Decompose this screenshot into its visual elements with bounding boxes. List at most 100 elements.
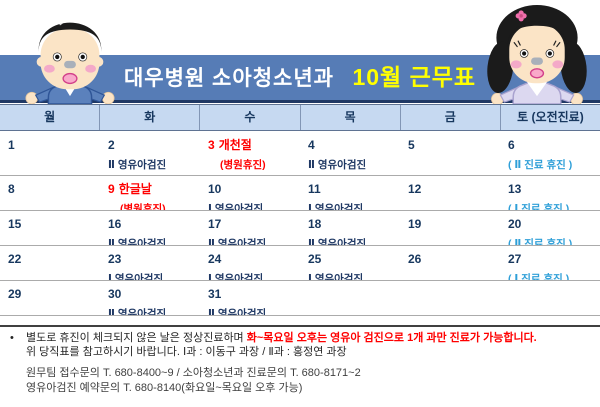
day-note-checkup: Ⅰ 영유아검진	[208, 273, 264, 280]
day-note-closed: ( Ⅰ 진료 휴진 )	[508, 273, 570, 280]
day-note-checkup: Ⅰ 영유아검진	[308, 273, 364, 280]
day-cell-header: 24	[208, 250, 300, 268]
day-cell: 9 한글날 (병원휴진)	[100, 176, 200, 210]
day-cell-header: 13	[508, 180, 600, 198]
day-cell: 10 Ⅰ 영유아검진	[200, 176, 300, 210]
day-cell: 27 ( Ⅰ 진료 휴진 )	[500, 246, 600, 280]
day-cell-header: 3 개천절	[208, 136, 300, 154]
day-cell	[500, 281, 600, 315]
day-cell: 4 Ⅱ 영유아검진	[300, 132, 400, 175]
day-cell: 6 ( Ⅱ 진료 휴진 )	[500, 132, 600, 175]
day-cell: 15	[0, 211, 100, 245]
day-number: 8	[8, 182, 15, 196]
week-row: 29 30 Ⅱ 영유아검진 31 Ⅱ 영유아검진	[0, 281, 600, 316]
day-cell-header: 16	[108, 215, 200, 233]
day-cell-header: 30	[108, 285, 200, 303]
day-note-holiday: (병원휴진)	[220, 159, 266, 171]
day-note-checkup: Ⅱ 영유아검진	[108, 159, 167, 171]
day-number: 18	[308, 217, 322, 231]
day-cell: 30 Ⅱ 영유아검진	[100, 281, 200, 315]
day-cell: 22	[0, 246, 100, 280]
day-number: 29	[8, 287, 22, 301]
day-cell-header: 12	[408, 180, 500, 198]
day-number: 6	[508, 138, 515, 152]
weekday-sat: 토 (오전진료)	[517, 110, 584, 124]
day-cell: 31 Ⅱ 영유아검진	[200, 281, 300, 315]
day-number: 13	[508, 182, 522, 196]
day-cell-header: 18	[308, 215, 400, 233]
day-cell: 3 개천절 (병원휴진)	[200, 132, 300, 175]
footer-note-normal: 별도로 휴진이 체크되지 않은 날은 정상진료하며	[26, 332, 247, 344]
day-cell-header: 20	[508, 215, 600, 233]
day-cell-header: 27	[508, 250, 600, 268]
girl-nurse-character-illustration	[487, 4, 587, 104]
day-cell-header: 5	[408, 136, 500, 154]
boy-character-illustration	[25, 17, 115, 104]
day-number: 15	[8, 217, 22, 231]
week-row: 22 23 Ⅰ 영유아검진 24 Ⅰ 영유아검진 25 Ⅰ 영유아검진 26 27 ( Ⅰ 진료 …	[0, 246, 600, 281]
weekday-mon: 월	[0, 105, 101, 130]
day-cell-header: 8	[8, 180, 100, 198]
day-cell: 25 Ⅰ 영유아검진	[300, 246, 400, 280]
day-number: 1	[8, 138, 15, 152]
day-note-checkup: Ⅰ 영유아검진	[108, 273, 164, 280]
contact-line-reception: 원무팀 접수문의 T. 680-8400~9 / 소아청소년과 진료문의 T. …	[26, 367, 361, 379]
banner-title: 대우병원 소아청소년과	[123, 67, 334, 90]
weekday-tue: 화	[100, 105, 201, 130]
day-number: 16	[108, 217, 122, 231]
day-number: 25	[308, 252, 322, 266]
day-cell: 26	[400, 246, 500, 280]
weekday-wed: 수	[200, 105, 301, 130]
footer-divider	[0, 325, 600, 327]
day-number: 20	[508, 217, 522, 231]
day-cell-header: 26	[408, 250, 500, 268]
contact-line-checkup: 영유아검진 예약문의 T. 680-8140(화요일~목요일 오후 가능)	[26, 381, 303, 394]
day-number: 23	[108, 252, 122, 266]
footer-contact: 원무팀 접수문의 T. 680-8400~9 / 소아청소년과 진료문의 T. …	[26, 366, 596, 395]
day-cell: 1	[0, 132, 100, 175]
day-cell-header: 6	[508, 136, 600, 154]
day-cell-header: 15	[8, 215, 100, 233]
day-number: 24	[208, 252, 222, 266]
day-cell-header: 9 한글날	[108, 180, 200, 198]
day-cell	[300, 281, 400, 315]
day-number: 17	[208, 217, 222, 231]
day-cell-header: 11	[308, 180, 400, 198]
day-note-closed: ( Ⅱ 진료 휴진 )	[508, 238, 573, 245]
day-cell-header: 22	[8, 250, 100, 268]
holiday-name: 한글날	[118, 182, 152, 196]
holiday-name: 개천절	[218, 138, 252, 152]
day-note-checkup: Ⅱ 영유아검진	[208, 308, 267, 315]
day-cell: 17 Ⅱ 영유아검진	[200, 211, 300, 245]
footer-note-line1: 별도로 휴진이 체크되지 않은 날은 정상진료하며 화~목요일 오후는 영유아 …	[26, 331, 600, 345]
day-number: 12	[408, 182, 422, 196]
bullet-marker: •	[10, 332, 14, 344]
day-note-closed: ( Ⅰ 진료 휴진 )	[508, 203, 570, 210]
footer-note-line2: 위 당직표를 참고하시기 바랍니다. Ⅰ과 : 이동구 과장 / Ⅱ과 : 홍정…	[26, 346, 347, 358]
day-note-closed: ( Ⅱ 진료 휴진 )	[508, 159, 573, 171]
day-note-checkup: Ⅱ 영유아검진	[108, 238, 167, 245]
day-cell: 18 Ⅱ 영유아검진	[300, 211, 400, 245]
week-row: 8 9 한글날 (병원휴진) 10 Ⅰ 영유아검진 11 Ⅰ 영유아검진 12 13 ( Ⅰ 진료 …	[0, 176, 600, 211]
day-cell-header: 29	[8, 285, 100, 303]
day-cell: 24 Ⅰ 영유아검진	[200, 246, 300, 280]
day-cell-header: 4	[308, 136, 400, 154]
day-cell: 20 ( Ⅱ 진료 휴진 )	[500, 211, 600, 245]
day-number: 10	[208, 182, 222, 196]
day-cell-header: 31	[208, 285, 300, 303]
footer-note: 별도로 휴진이 체크되지 않은 날은 정상진료하며 화~목요일 오후는 영유아 …	[0, 331, 600, 359]
day-cell: 11 Ⅰ 영유아검진	[300, 176, 400, 210]
day-cell-header: 25	[308, 250, 400, 268]
day-note-checkup: Ⅰ 영유아검진	[208, 203, 264, 210]
day-number: 26	[408, 252, 422, 266]
day-cell: 5	[400, 132, 500, 175]
weekday-header-row: 월 화 수 목 금 토 (오전진료)	[0, 104, 600, 131]
footer-note-warning: 화~목요일 오후는 영유아 검진으로 1개 과만 진료가 가능합니다.	[246, 332, 537, 344]
day-number: 3	[208, 138, 215, 152]
day-number: 27	[508, 252, 522, 266]
day-cell: 2 Ⅱ 영유아검진	[100, 132, 200, 175]
day-note-checkup: Ⅰ 영유아검진	[308, 203, 364, 210]
day-note-checkup: Ⅱ 영유아검진	[308, 159, 367, 171]
